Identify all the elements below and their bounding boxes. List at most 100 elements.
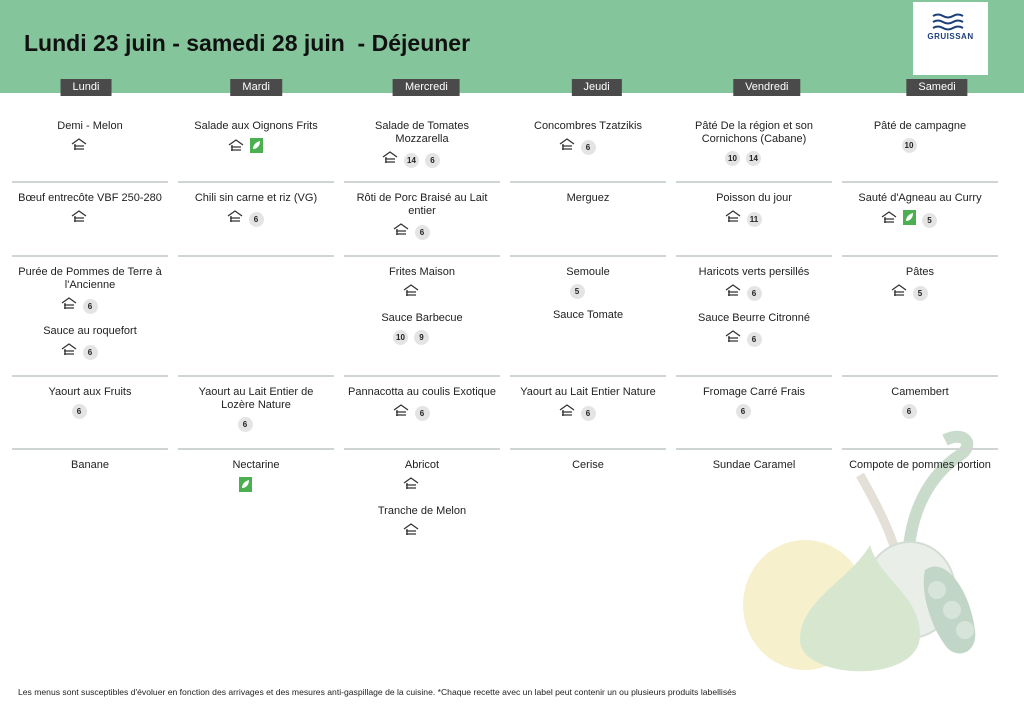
menu-item: Compote de pommes portion bbox=[845, 459, 995, 472]
menu-cell: Yaourt aux Fruits 6 bbox=[12, 386, 168, 429]
row-separator bbox=[510, 375, 666, 377]
header-band: Lundi 23 juin - samedi 28 juin - Déjeune… bbox=[0, 0, 1024, 93]
menu-cell: Poisson du jour 11 bbox=[676, 192, 832, 238]
homemade-icon bbox=[393, 404, 409, 422]
allergen-badge: 6 bbox=[425, 152, 440, 168]
menu-item: Cerise bbox=[513, 459, 663, 472]
homemade-icon bbox=[382, 151, 398, 169]
menu-cell: Pâté De la région et son Cornichons (Cab… bbox=[676, 120, 832, 176]
menu-cell: Sauté d'Agneau au Curry 5 bbox=[842, 192, 998, 240]
row-separator bbox=[12, 255, 168, 257]
menu-item: Bœuf entrecôte VBF 250-280 bbox=[15, 192, 165, 228]
row-separator bbox=[12, 448, 168, 450]
label-icons: 6 bbox=[61, 343, 98, 361]
row-separator bbox=[178, 448, 334, 450]
homemade-icon bbox=[725, 330, 741, 348]
menu-cell: Frites Maison Sauce Barbecue 10 9 bbox=[344, 266, 500, 355]
page-title: Lundi 23 juin - samedi 28 juin - Déjeune… bbox=[24, 30, 471, 56]
allergen-badge: 6 bbox=[414, 405, 430, 421]
day-tab: Mercredi bbox=[392, 79, 460, 96]
row-separator bbox=[842, 375, 998, 377]
dish-name: Sauce au roquefort bbox=[43, 325, 137, 337]
homemade-icon bbox=[393, 223, 409, 241]
label-icons bbox=[71, 210, 87, 228]
menu-cell: Haricots verts persillés 6 Sauce Beurre Ci… bbox=[676, 266, 832, 358]
row-separator bbox=[178, 255, 334, 257]
dish-name: Poisson du jour bbox=[716, 192, 792, 204]
row-separator bbox=[178, 375, 334, 377]
homemade-icon bbox=[228, 139, 244, 157]
allergen-badge: 11 bbox=[746, 211, 762, 227]
menu-cell: Yaourt au Lait Entier Nature 6 bbox=[510, 386, 666, 432]
allergen-badge: 9 bbox=[414, 330, 429, 345]
menu-cell: Pâtes 5 bbox=[842, 266, 998, 312]
label-icons: 6 bbox=[61, 297, 98, 315]
allergen-badge: 6 bbox=[71, 404, 87, 419]
menu-item: Abricot bbox=[347, 459, 497, 495]
label-icons: 5 bbox=[891, 284, 928, 302]
dish-name: Yaourt au Lait Entier Nature bbox=[520, 386, 656, 398]
menu-item: Sauce Beurre Citronné 6 bbox=[679, 312, 829, 348]
row-separator bbox=[842, 448, 998, 450]
label-icons: 6 bbox=[71, 404, 87, 419]
row-separator bbox=[842, 255, 998, 257]
label-icons: 6 bbox=[725, 330, 762, 348]
dish-name: Rôti de Porc Braisé au Lait entier bbox=[356, 192, 488, 217]
fruit-illustration bbox=[743, 430, 976, 672]
allergen-badge: 6 bbox=[237, 417, 253, 432]
dish-name: Cerise bbox=[572, 459, 604, 471]
menu-item: Poisson du jour 11 bbox=[679, 192, 829, 228]
menu-cell: Semoule 5 Sauce Tomate bbox=[510, 266, 666, 332]
menu-cell: Pâté de campagne 10 bbox=[842, 120, 998, 163]
dish-name: Sauté d'Agneau au Curry bbox=[858, 192, 982, 204]
row-separator bbox=[676, 375, 832, 377]
row-separator bbox=[344, 255, 500, 257]
menu-item: Sauce Tomate bbox=[513, 309, 663, 322]
dish-name: Demi - Melon bbox=[57, 120, 123, 132]
homemade-icon bbox=[61, 297, 77, 315]
menu-cell: Sundae Caramel bbox=[676, 459, 832, 482]
label-icons: 6 bbox=[559, 138, 596, 156]
homemade-icon bbox=[403, 523, 419, 541]
menu-cell: Purée de Pommes de Terre à l'Ancienne 6 Sa… bbox=[12, 266, 168, 371]
menu-item: Merguez bbox=[513, 192, 663, 205]
allergen-badge: 14 bbox=[404, 152, 419, 168]
row-separator bbox=[676, 448, 832, 450]
dish-name: Pâté De la région et son Cornichons (Cab… bbox=[694, 120, 814, 145]
menu-item: Demi - Melon bbox=[15, 120, 165, 156]
dish-name: Haricots verts persillés bbox=[698, 266, 810, 278]
dish-name: Sauce Beurre Citronné bbox=[698, 312, 810, 324]
homemade-icon bbox=[403, 284, 419, 302]
row-separator bbox=[344, 448, 500, 450]
menu-item: Concombres Tzatzikis 6 bbox=[513, 120, 663, 156]
label-icons: 14 6 bbox=[382, 151, 440, 169]
label-icons: 10 bbox=[901, 138, 917, 153]
row-separator bbox=[12, 375, 168, 377]
label-icons: 10 9 bbox=[393, 330, 429, 345]
menu-cell: Nectarine bbox=[178, 459, 334, 507]
menu-item: Tranche de Melon bbox=[347, 505, 497, 541]
dish-name: Yaourt aux Fruits bbox=[48, 386, 132, 398]
allergen-badge: 5 bbox=[912, 285, 928, 301]
label-icons bbox=[403, 523, 419, 541]
row-separator bbox=[676, 255, 832, 257]
dish-name: Bœuf entrecôte VBF 250-280 bbox=[18, 192, 162, 204]
menu-item: Pâtes 5 bbox=[845, 266, 995, 302]
allergen-badge: 6 bbox=[414, 224, 430, 240]
menu-item: Purée de Pommes de Terre à l'Ancienne 6 bbox=[15, 266, 165, 315]
allergen-badge: 6 bbox=[746, 285, 762, 301]
dish-name: Pannacotta au coulis Exotique bbox=[348, 386, 496, 398]
label-icons bbox=[403, 284, 419, 302]
row-separator bbox=[344, 375, 500, 377]
row-separator bbox=[178, 181, 334, 183]
menu-item: Sauté d'Agneau au Curry 5 bbox=[845, 192, 995, 230]
homemade-icon bbox=[403, 477, 419, 495]
menu-cell: Camembert 6 bbox=[842, 386, 998, 429]
menu-cell: Cerise bbox=[510, 459, 666, 482]
allergen-badge: 6 bbox=[580, 405, 596, 421]
label-icons: 5 bbox=[881, 210, 937, 230]
dish-name: Purée de Pommes de Terre à l'Ancienne bbox=[18, 266, 162, 291]
menu-cell: Merguez bbox=[510, 192, 666, 215]
menu-item: Pannacotta au coulis Exotique 6 bbox=[347, 386, 497, 422]
